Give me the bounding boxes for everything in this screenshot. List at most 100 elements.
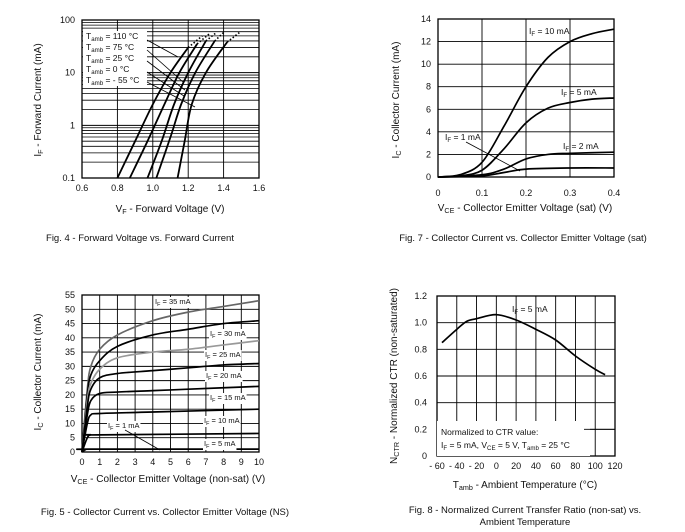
series-line — [437, 28, 615, 178]
series-line — [146, 40, 207, 179]
series-label: IF = 20 mA — [206, 371, 242, 382]
y-tick-label: 0.4 — [414, 398, 427, 408]
subscript: C — [36, 422, 45, 427]
x-tick-label: 40 — [531, 461, 541, 471]
y-tick-label: 5 — [70, 433, 75, 443]
legend-item: Tamb = 0 °C — [86, 64, 129, 76]
text-part: = 5 mA — [209, 439, 235, 448]
text-part: = 15 mA — [215, 393, 245, 402]
subscript: F — [212, 334, 216, 340]
label-background — [107, 421, 141, 432]
x-axis-label: VCE - Collector Emitter Voltage (sat) (V… — [438, 203, 613, 215]
y-tick-label: 100 — [60, 15, 75, 25]
x-tick-label: 1.2 — [182, 183, 195, 193]
subscript: F — [207, 355, 211, 361]
subscript: F — [443, 445, 447, 452]
text-part: I — [206, 371, 208, 380]
y-tick-label: 10 — [421, 59, 431, 69]
label-background — [154, 297, 192, 308]
subscript: F — [514, 309, 518, 316]
text-part: - Normalized CTR (non-saturated) — [389, 288, 400, 442]
y-tick-label: 0.2 — [414, 424, 427, 434]
y-tick-label: 2 — [426, 149, 431, 159]
series-line — [116, 47, 189, 179]
text-part: I — [512, 304, 514, 314]
text-part: = 20 mA — [211, 371, 241, 380]
subscript: CE — [77, 477, 87, 486]
y-tick-label: 30 — [65, 361, 75, 371]
legend-box — [83, 31, 147, 86]
legend-item: Tamb = - 55 °C — [86, 75, 139, 87]
subscript: F — [565, 146, 569, 153]
x-tick-label: - 60 — [429, 461, 445, 471]
x-tick-label: 0 — [79, 457, 84, 467]
x-tick-label: 0.4 — [608, 188, 621, 198]
text-part: - Ambient Temperature (°C) — [473, 480, 597, 491]
y-tick-label: 55 — [65, 290, 75, 300]
label-background — [209, 329, 247, 340]
series-label: IF = 5 mA — [561, 87, 597, 99]
y-tick-label: 35 — [65, 347, 75, 357]
y-axis-label: NCTR - Normalized CTR (non-saturated) — [389, 288, 401, 464]
x-tick-label: 3 — [133, 457, 138, 467]
x-tick-label: 1 — [97, 457, 102, 467]
text-part: = 35 mA — [160, 297, 190, 306]
series-label: IF = 1 mA — [108, 421, 139, 432]
x-tick-label: 0.6 — [76, 183, 89, 193]
text-part: = 2 mA — [569, 141, 599, 151]
subscript: F — [447, 137, 451, 144]
legend-leader-line — [146, 39, 179, 58]
label-background — [203, 439, 237, 450]
series-label: IF = 30 mA — [210, 329, 246, 340]
text-part: I — [445, 132, 447, 142]
subscript: F — [157, 302, 161, 308]
series-label: IF = 25 mA — [205, 350, 241, 361]
x-tick-label: 0.8 — [111, 183, 124, 193]
y-tick-label: 25 — [65, 376, 75, 386]
text-part: = 110 °C — [103, 31, 138, 41]
y-tick-label: 0 — [426, 172, 431, 182]
series-extension — [187, 35, 203, 49]
figure-caption: Fig. 5 - Collector Current vs. Collector… — [41, 507, 289, 518]
x-axis-label: VF - Forward Voltage (V) — [116, 204, 225, 216]
y-tick-label: 0.1 — [62, 173, 75, 183]
y-axis-label: IC - Collector Current (mA) — [33, 314, 45, 431]
x-tick-label: 0 — [494, 461, 499, 471]
text-part: - Forward Current (mA) — [33, 43, 44, 149]
text-part: = 0 °C — [103, 64, 129, 74]
subscript: CE — [444, 206, 454, 215]
x-tick-label: 1.0 — [147, 183, 160, 193]
x-tick-label: - 40 — [449, 461, 465, 471]
y-axis-label: IF - Forward Current (mA) — [33, 43, 45, 156]
subscript: amb — [91, 36, 103, 43]
text-part: = 5 mA — [567, 87, 597, 97]
y-tick-label: 12 — [421, 37, 431, 47]
text-part: - Collector Current (mA) — [33, 314, 44, 423]
text-part: = 10 mA — [209, 416, 239, 425]
y-tick-label: 14 — [421, 14, 431, 24]
text-part: T — [86, 42, 91, 52]
y-tick-label: 0 — [70, 447, 75, 457]
x-tick-label: 5 — [168, 457, 173, 467]
series-label: IF = 5 mA — [204, 439, 235, 450]
text-part: = 30 mA — [215, 329, 245, 338]
x-tick-label: 0.1 — [476, 188, 489, 198]
y-tick-label: 1 — [70, 120, 75, 130]
text-part: T — [453, 480, 459, 491]
series-line — [437, 167, 615, 178]
subscript: amb — [459, 483, 473, 492]
annotation-text: Normalized to CTR value: — [441, 427, 538, 437]
text-part: - Collector Emitter Voltage (sat) (V) — [454, 203, 612, 214]
x-tick-label: 2 — [115, 457, 120, 467]
subscript: F — [36, 149, 45, 154]
series-line — [76, 448, 260, 453]
legend-item: Tamb = 110 °C — [86, 31, 138, 43]
figure-caption-line2: Ambient Temperature — [480, 517, 571, 528]
y-axis-label: IC - Collector Current (mA) — [391, 42, 403, 159]
text-part: I — [33, 154, 44, 157]
fig8-chart: - 60 - 40 - 20 0 20 40 60 80 100 120 0 0.2 0.4 0.6 0.8… — [389, 288, 641, 528]
text-part: T — [86, 53, 91, 63]
text-part: T — [86, 64, 91, 74]
note-box — [437, 421, 590, 456]
x-tick-label: 120 — [607, 461, 622, 471]
